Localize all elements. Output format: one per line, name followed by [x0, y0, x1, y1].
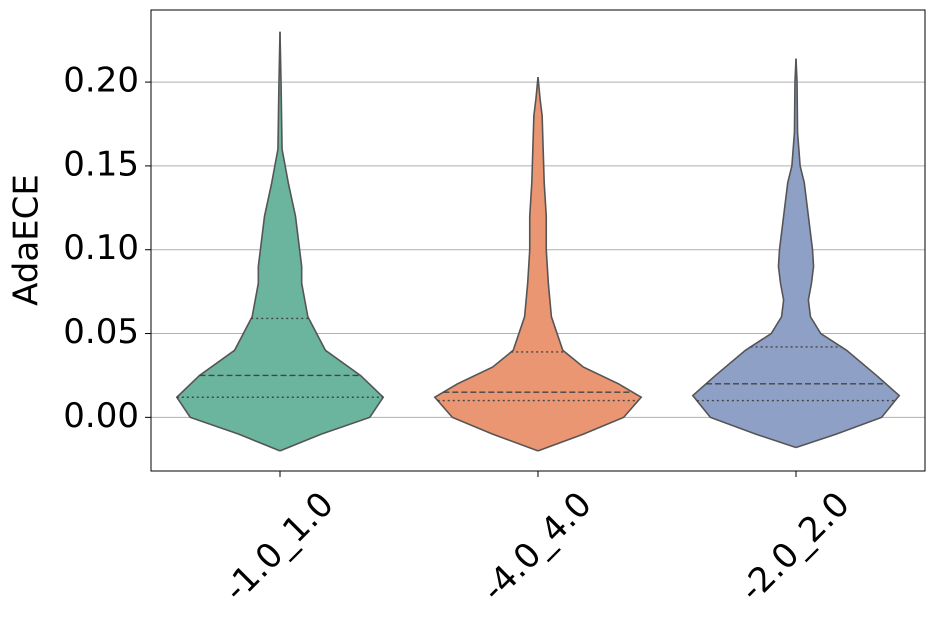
violin-half	[433, 76, 539, 452]
y-tick-label: 0.10	[63, 228, 139, 268]
violin-half	[691, 58, 797, 449]
y-tick-label: 0.05	[63, 312, 139, 352]
y-tick-label: 0.20	[63, 61, 139, 101]
x-tick-label: -1.0_1.0	[216, 484, 341, 609]
plot-frame	[150, 9, 926, 472]
violin-half	[279, 31, 385, 452]
violin-half	[537, 76, 643, 452]
y-tick-label: 0.15	[63, 144, 139, 184]
x-tick-label: -2.0_2.0	[732, 484, 857, 609]
y-axis-label: AdaECE	[7, 174, 47, 306]
violin-half	[795, 58, 901, 449]
x-tick-label: -4.0_4.0	[474, 484, 599, 609]
y-tick-label: 0.00	[63, 396, 139, 436]
violin-half	[175, 31, 281, 452]
